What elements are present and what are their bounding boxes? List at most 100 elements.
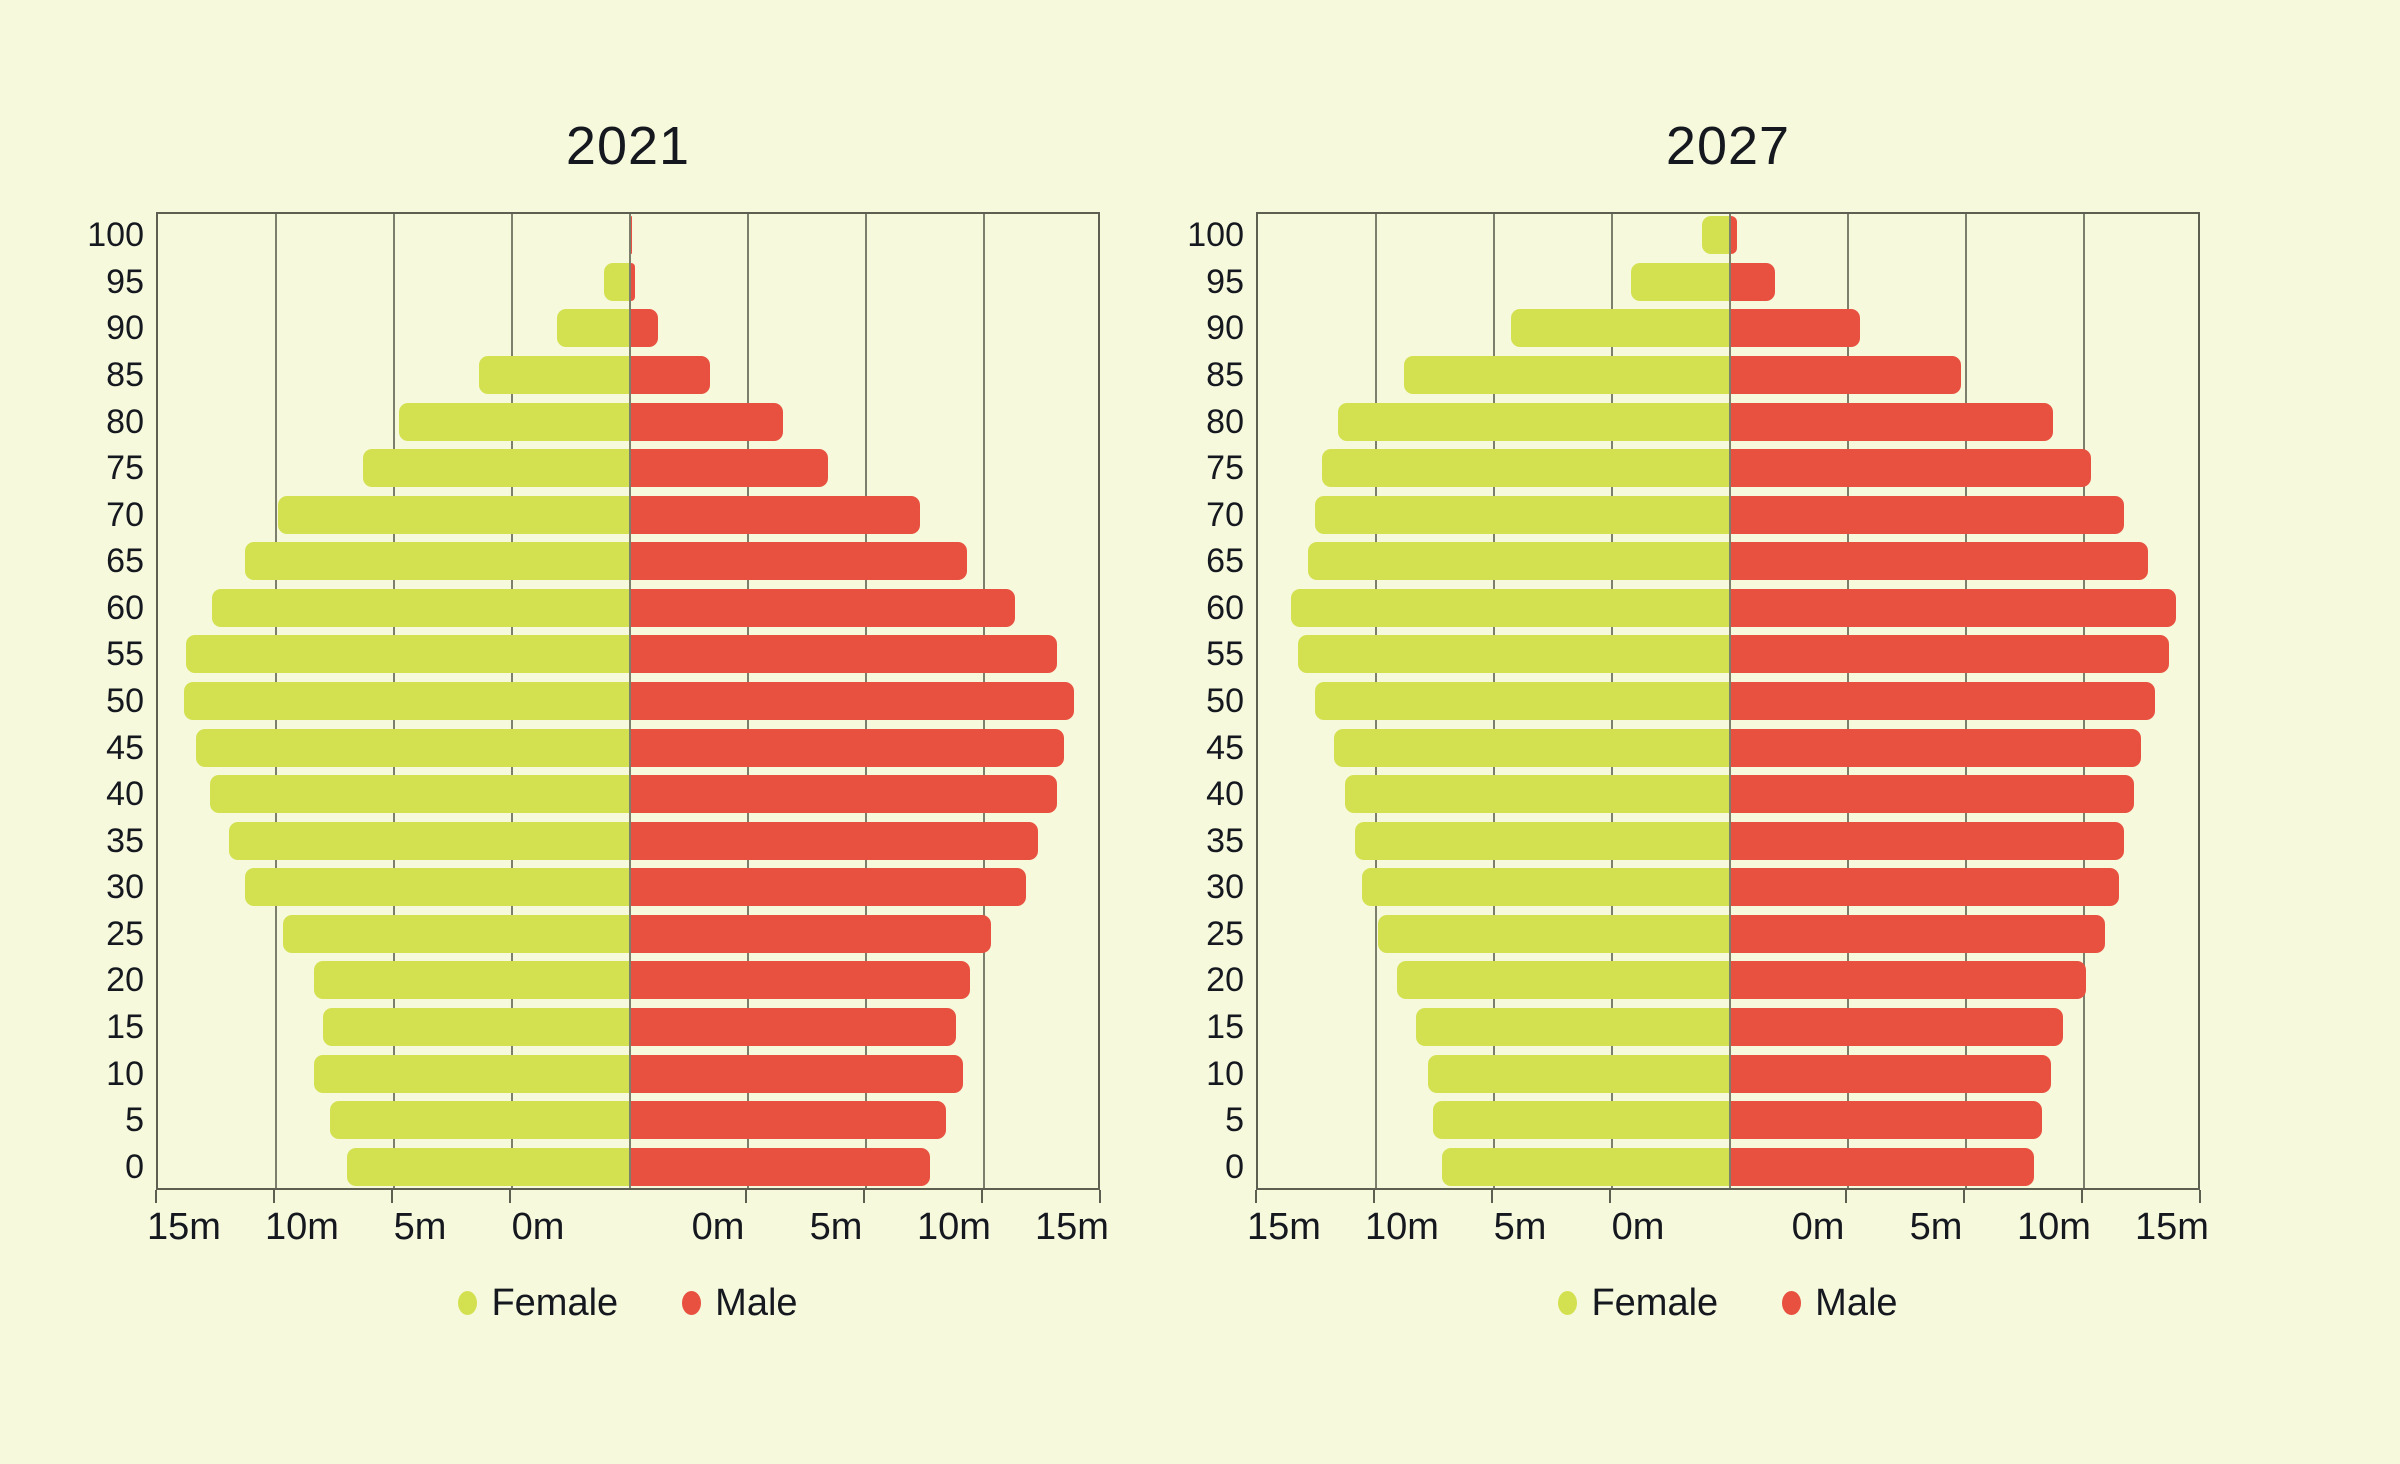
x-axis-label-female-15m: 15m [147, 1206, 221, 1248]
bar-female-age-85 [478, 356, 629, 394]
bar-male-age-85 [1731, 356, 1962, 394]
bar-male-age-20 [631, 961, 970, 1000]
legend-label-male: Male [1815, 1282, 1898, 1324]
y-axis-label-age-70: 70 [106, 495, 144, 534]
bar-male-age-55 [1731, 635, 2169, 674]
x-axis-tick-female-5m [1491, 1190, 1493, 1203]
bar-female-age-75 [363, 449, 629, 488]
x-axis-label-male-5m: 5m [1909, 1206, 1963, 1248]
x-axis-tick-female-10m [273, 1190, 275, 1203]
bar-male-age-80 [631, 402, 784, 441]
bar-male-age-100 [631, 216, 633, 255]
plot-area [156, 212, 1100, 1190]
bar-female-age-25 [1378, 914, 1729, 953]
y-axis-label-age-5: 5 [1225, 1101, 1244, 1140]
bar-female-age-60 [1291, 588, 1729, 627]
bar-female-age-70 [278, 495, 629, 534]
bar-female-age-90 [1510, 309, 1729, 348]
bar-male-age-45 [1731, 728, 2141, 767]
bar-female-age-85 [1404, 356, 1729, 394]
legend: Female Male [1256, 1280, 2200, 1326]
x-axis-label-male-10m: 10m [917, 1206, 991, 1248]
x-axis-label-female-15m: 15m [1247, 1206, 1321, 1248]
y-axis-label-age-15: 15 [106, 1008, 144, 1046]
x-axis-label-female-0m: 0m [511, 1206, 565, 1248]
bar-female-age-75 [1321, 449, 1729, 488]
bar-male-age-40 [631, 775, 1058, 814]
pyramid-chart-2027: 2027 0 5 10 15 20 25 30 35 40 45 50 55 60 65 70 75 80 85 9… [1187, 0, 2400, 1464]
y-axis-label-age-5: 5 [125, 1101, 144, 1140]
x-axis-tick-male-5m [1963, 1190, 1965, 1203]
y-axis-label-age-50: 50 [106, 682, 144, 720]
legend-dot-male-icon [682, 1291, 702, 1315]
x-axis-label-male-5m: 5m [809, 1206, 863, 1248]
bar-male-age-45 [631, 728, 1065, 767]
bar-male-age-0 [631, 1147, 930, 1186]
y-axis-label-age-95: 95 [1206, 262, 1244, 301]
x-axis-tick-male-5m [863, 1190, 865, 1203]
bar-female-age-50 [1314, 682, 1729, 720]
y-axis-label-age-80: 80 [106, 402, 144, 441]
bar-male-age-65 [1731, 542, 2148, 581]
bar-female-age-5 [330, 1101, 629, 1140]
bar-female-age-40 [209, 775, 629, 814]
bar-male-age-95 [631, 262, 635, 301]
bar-male-age-40 [1731, 775, 2134, 814]
x-axis-tick-male-0m [1845, 1190, 1847, 1203]
bar-male-age-30 [631, 868, 1027, 907]
y-axis-label-age-45: 45 [1206, 728, 1244, 767]
bar-female-age-20 [1397, 961, 1729, 1000]
bar-male-age-5 [1731, 1101, 2042, 1140]
bar-male-age-95 [1731, 262, 1775, 301]
center-axis-gridline [1729, 214, 1731, 1188]
y-axis-label-age-10: 10 [1206, 1054, 1244, 1093]
bar-male-age-90 [631, 309, 659, 348]
legend-item-female: Female [1558, 1280, 1718, 1326]
x-axis-tick-male-10m [981, 1190, 983, 1203]
bar-male-age-0 [1731, 1147, 2035, 1186]
legend-item-male: Male [682, 1280, 798, 1326]
bar-female-age-80 [398, 402, 629, 441]
y-axis-label-age-35: 35 [1206, 821, 1244, 860]
bar-male-age-70 [1731, 495, 2125, 534]
bar-male-age-75 [631, 449, 829, 488]
y-axis-label-age-100: 100 [87, 216, 144, 255]
y-axis-label-age-60: 60 [106, 588, 144, 627]
y-axis-label-age-55: 55 [106, 635, 144, 674]
x-axis-label-female-10m: 10m [265, 1206, 339, 1248]
bar-male-age-85 [631, 356, 711, 394]
y-axis-label-age-65: 65 [1206, 542, 1244, 581]
pyramid-chart-2021: 2021 0 5 10 15 20 25 30 35 40 45 50 55 60 65 70 75 80 85 9… [87, 0, 1300, 1464]
y-axis-label-age-100: 100 [1187, 216, 1244, 255]
legend-dot-male-icon [1782, 1291, 1802, 1315]
y-axis-label-age-55: 55 [1206, 635, 1244, 674]
y-axis-label-age-30: 30 [1206, 868, 1244, 907]
legend-label-female: Female [1591, 1282, 1719, 1324]
bar-male-age-75 [1731, 449, 2092, 488]
y-axis-label-age-60: 60 [1206, 588, 1244, 627]
bar-female-age-55 [186, 635, 629, 674]
bar-female-age-80 [1338, 402, 1729, 441]
x-axis-label-male-15m: 15m [2135, 1206, 2209, 1248]
y-axis-label-age-30: 30 [106, 868, 144, 907]
bar-female-age-15 [1416, 1008, 1729, 1046]
legend-dot-female-icon [1558, 1291, 1578, 1315]
bar-female-age-40 [1345, 775, 1729, 814]
y-axis-label-age-70: 70 [1206, 495, 1244, 534]
y-axis-label-age-95: 95 [106, 262, 144, 301]
bar-male-age-60 [631, 588, 1015, 627]
x-axis-tick-male-15m [1099, 1190, 1101, 1203]
bar-female-age-0 [346, 1147, 629, 1186]
bar-female-age-10 [1427, 1054, 1729, 1093]
x-axis-label-male-0m: 0m [1791, 1206, 1845, 1248]
bar-female-age-35 [1354, 821, 1729, 860]
bar-male-age-15 [1731, 1008, 2063, 1046]
y-axis-label-age-45: 45 [106, 728, 144, 767]
legend-dot-female-icon [458, 1291, 478, 1315]
chart-title: 2027 [1665, 116, 1791, 176]
bar-male-age-30 [1731, 868, 2120, 907]
x-axis-label-female-5m: 5m [1493, 1206, 1547, 1248]
legend-item-male: Male [1782, 1280, 1898, 1326]
bar-female-age-50 [183, 682, 629, 720]
